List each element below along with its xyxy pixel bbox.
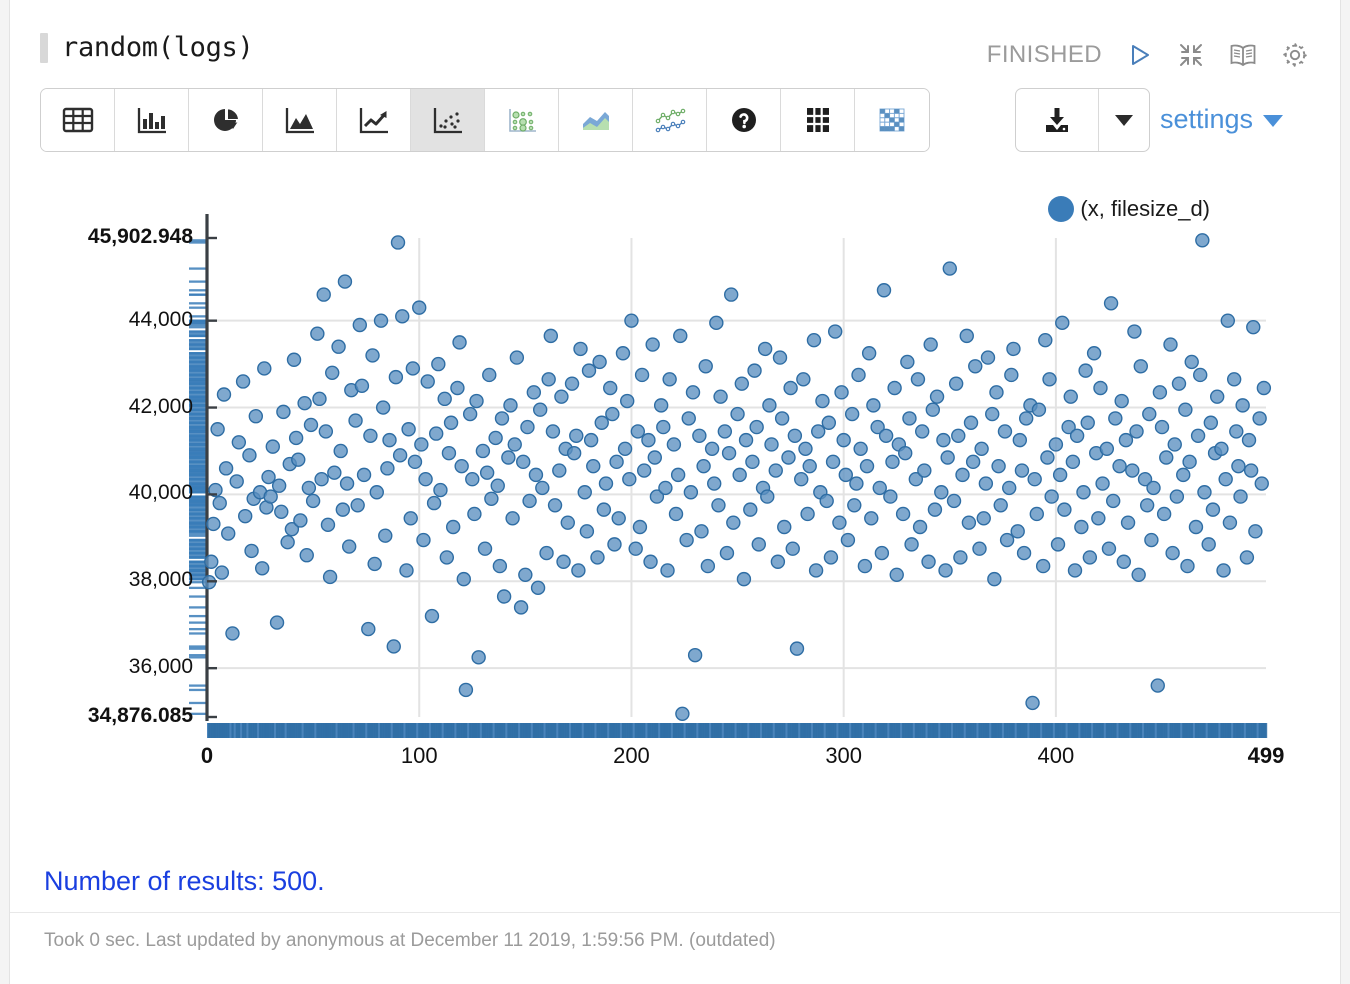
x-axis-tick-label: 100	[400, 743, 438, 768]
chart-type-grid[interactable]	[781, 89, 855, 151]
download-dropdown-caret[interactable]	[1099, 89, 1149, 151]
x-axis-tick-label: 499	[1247, 743, 1285, 768]
download-icon[interactable]	[1016, 89, 1099, 151]
chart-type-stacked-area[interactable]	[559, 89, 633, 151]
chart-type-bubble[interactable]	[485, 89, 559, 151]
scatter-chart: (x, filesize_d) 34,876.085 36,000 38,000 40…	[0, 170, 1350, 790]
chart-type-matrix[interactable]	[855, 89, 929, 151]
run-icon[interactable]	[1124, 40, 1154, 70]
x-axis-tick-label: 300	[825, 743, 863, 768]
chart-type-bar[interactable]	[115, 89, 189, 151]
y-axis-tick-label: 38,000	[128, 568, 193, 592]
y-axis-tick-label: 36,000	[128, 655, 193, 679]
plot-canvas[interactable]	[0, 170, 1350, 790]
y-axis-tick-label: 45,902.948	[87, 225, 193, 248]
chart-type-scatter[interactable]	[411, 89, 485, 151]
chart-type-pie[interactable]	[189, 89, 263, 151]
x-axis-tick-label: 200	[613, 743, 650, 768]
settings-button[interactable]: settings	[1160, 94, 1284, 144]
chart-type-help[interactable]	[707, 89, 781, 151]
settings-label: settings	[1160, 103, 1254, 134]
collapse-icon[interactable]	[1176, 40, 1206, 70]
footer-divider	[10, 912, 1340, 913]
chart-type-area[interactable]	[263, 89, 337, 151]
page-title: random(logs)	[62, 32, 254, 63]
chart-type-button-group	[40, 88, 930, 152]
chevron-down-icon	[1263, 115, 1284, 127]
legend-color-swatch	[1048, 196, 1075, 222]
download-button-group	[1015, 88, 1150, 152]
chevron-down-icon	[1115, 114, 1133, 126]
y-axis-tick-label: 40,000	[128, 481, 193, 505]
book-icon[interactable]	[1228, 40, 1258, 70]
chart-type-line[interactable]	[337, 89, 411, 151]
header-actions: FINISHED	[987, 32, 1310, 78]
left-edge-line	[9, 0, 10, 984]
y-axis-tick-label: 44,000	[128, 307, 193, 331]
x-axis-tick-label: 400	[1037, 743, 1075, 768]
execution-meta: Took 0 sec. Last updated by anonymous at…	[44, 930, 776, 951]
results-count: Number of results: 500.	[44, 866, 325, 896]
status-badge: FINISHED	[986, 41, 1102, 68]
x-axis-tick-label: 0	[200, 743, 214, 768]
title-accent-bar	[40, 32, 48, 63]
y-axis-tick-label: 34,876.085	[87, 704, 193, 727]
panel-header: random(logs) FINISHED	[40, 32, 1310, 78]
chart-type-multiline[interactable]	[633, 89, 707, 151]
gear-icon[interactable]	[1280, 40, 1310, 70]
chart-legend: (x, filesize_d)	[1048, 196, 1210, 222]
title-group: random(logs)	[40, 32, 1310, 63]
right-edge-line	[1340, 0, 1341, 984]
chart-type-table[interactable]	[41, 89, 115, 151]
legend-item-label: (x, filesize_d)	[1080, 196, 1210, 221]
chart-type-toolbar: settings	[40, 88, 1310, 154]
y-axis-tick-label: 42,000	[128, 394, 193, 418]
